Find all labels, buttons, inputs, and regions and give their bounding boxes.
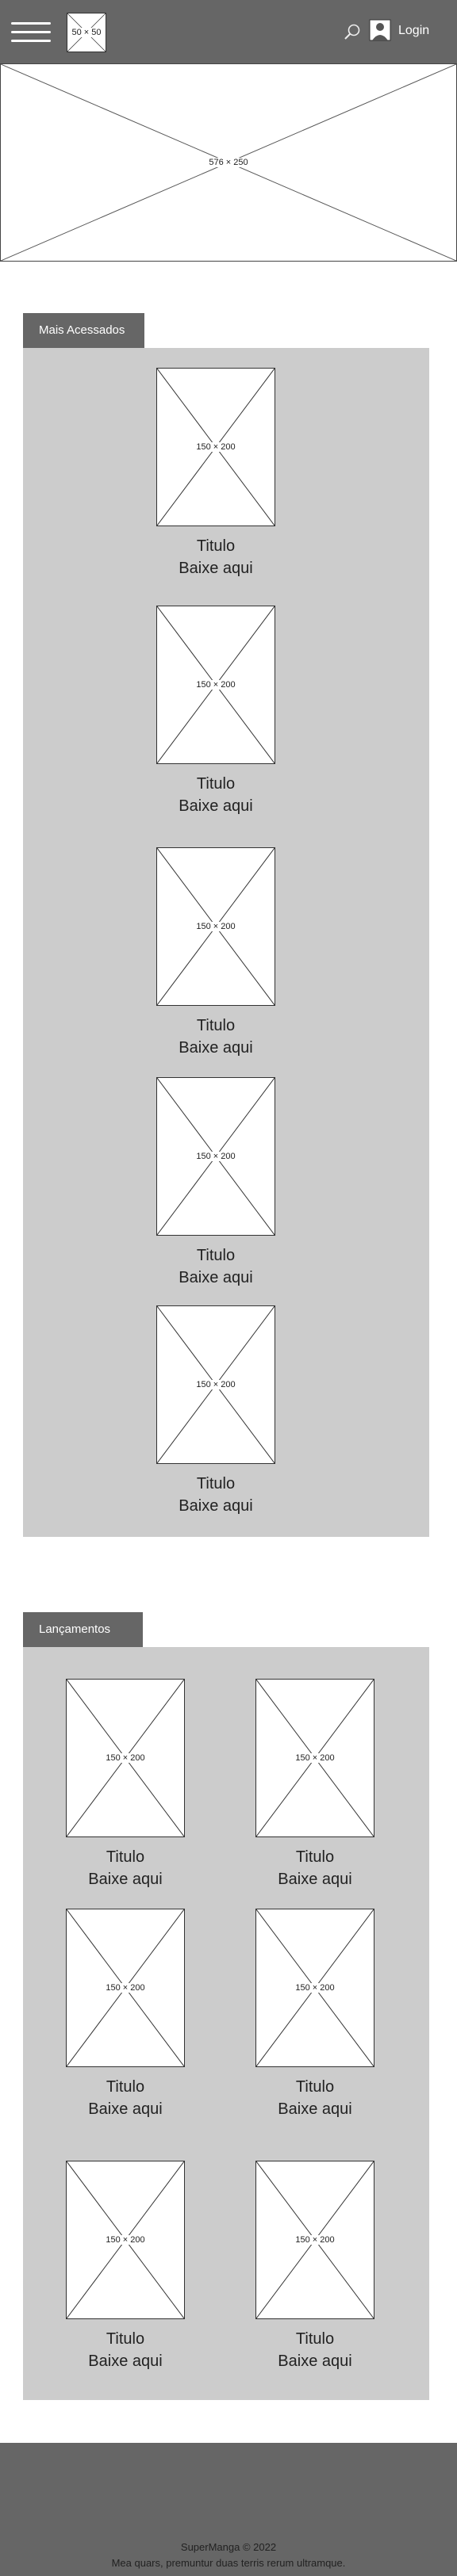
releases-panel: 150 × 200 Titulo Baixe aqui 150 × 200 Ti… — [23, 1647, 429, 2400]
manga-card[interactable]: 150 × 200 Titulo Baixe aqui — [66, 1909, 185, 2121]
card-title: Titulo — [295, 2078, 335, 2096]
hamburger-bar — [11, 22, 51, 25]
download-link[interactable]: Baixe aqui — [179, 1497, 253, 1515]
download-link[interactable]: Baixe aqui — [88, 2352, 163, 2370]
manga-thumbnail[interactable]: 150 × 200 — [156, 847, 275, 1006]
thumbnail-label: 150 × 200 — [294, 1753, 336, 1763]
download-link[interactable]: Baixe aqui — [179, 797, 253, 815]
card-title: Titulo — [196, 1017, 236, 1034]
hamburger-bar — [11, 31, 51, 33]
download-link[interactable]: Baixe aqui — [179, 560, 253, 577]
most-accessed-panel: 150 × 200 Titulo Baixe aqui 150 × 200 Ti… — [23, 348, 429, 1537]
thumbnail-label: 150 × 200 — [194, 680, 237, 690]
thumbnail-label: 150 × 200 — [194, 922, 237, 931]
logo-placeholder-label: 50 × 50 — [70, 28, 103, 37]
download-link[interactable]: Baixe aqui — [278, 2100, 352, 2118]
download-link[interactable]: Baixe aqui — [88, 2100, 163, 2118]
thumbnail-label: 150 × 200 — [194, 1380, 237, 1389]
most-accessed-tab: Mais Acessados — [23, 313, 144, 348]
manga-thumbnail[interactable]: 150 × 200 — [156, 606, 275, 764]
download-link[interactable]: Baixe aqui — [278, 1871, 352, 1888]
manga-card[interactable]: 150 × 200 Titulo Baixe aqui — [156, 1077, 275, 1290]
thumbnail-label: 150 × 200 — [294, 2235, 336, 2245]
manga-card[interactable]: 150 × 200 Titulo Baixe aqui — [66, 1679, 185, 1891]
manga-card[interactable]: 150 × 200 Titulo Baixe aqui — [156, 1305, 275, 1518]
download-link[interactable]: Baixe aqui — [88, 1871, 163, 1888]
manga-thumbnail[interactable]: 150 × 200 — [255, 2161, 374, 2319]
thumbnail-label: 150 × 200 — [194, 1152, 237, 1161]
manga-thumbnail[interactable]: 150 × 200 — [156, 1077, 275, 1236]
download-link[interactable]: Baixe aqui — [179, 1269, 253, 1286]
manga-thumbnail[interactable]: 150 × 200 — [156, 368, 275, 526]
top-header: 50 × 50 Login — [0, 0, 457, 63]
manga-card[interactable]: 150 × 200 Titulo Baixe aqui — [255, 1909, 374, 2121]
thumbnail-label: 150 × 200 — [104, 2235, 147, 2245]
card-title: Titulo — [106, 2330, 145, 2348]
thumbnail-label: 150 × 200 — [104, 1983, 147, 1993]
manga-thumbnail[interactable]: 150 × 200 — [66, 2161, 185, 2319]
manga-card[interactable]: 150 × 200 Titulo Baixe aqui — [156, 368, 275, 580]
card-title: Titulo — [196, 1247, 236, 1264]
manga-card[interactable]: 150 × 200 Titulo Baixe aqui — [156, 847, 275, 1060]
manga-thumbnail[interactable]: 150 × 200 — [66, 1679, 185, 1837]
manga-card[interactable]: 150 × 200 Titulo Baixe aqui — [255, 1679, 374, 1891]
card-title: Titulo — [196, 537, 236, 555]
thumbnail-label: 150 × 200 — [294, 1983, 336, 1993]
download-link[interactable]: Baixe aqui — [278, 2352, 352, 2370]
manga-card[interactable]: 150 × 200 Titulo Baixe aqui — [255, 2161, 374, 2373]
manga-card[interactable]: 150 × 200 Titulo Baixe aqui — [66, 2161, 185, 2373]
manga-thumbnail[interactable]: 150 × 200 — [255, 1909, 374, 2067]
hero-placeholder-label: 576 × 250 — [207, 158, 250, 167]
footer-copyright: SuperManga © 2022 — [180, 2541, 277, 2553]
card-title: Titulo — [106, 1848, 145, 1866]
site-logo[interactable]: 50 × 50 — [67, 13, 106, 52]
manga-thumbnail[interactable]: 150 × 200 — [66, 1909, 185, 2067]
manga-thumbnail[interactable]: 150 × 200 — [255, 1679, 374, 1837]
card-title: Titulo — [295, 1848, 335, 1866]
thumbnail-label: 150 × 200 — [194, 442, 237, 452]
page-footer: SuperManga © 2022 Mea quars, premuntur d… — [0, 2443, 457, 2576]
thumbnail-label: 150 × 200 — [104, 1753, 147, 1763]
user-icon — [369, 19, 391, 41]
manga-card[interactable]: 150 × 200 Titulo Baixe aqui — [156, 606, 275, 818]
hamburger-bar — [11, 40, 51, 42]
card-title: Titulo — [196, 775, 236, 793]
download-link[interactable]: Baixe aqui — [179, 1039, 253, 1057]
login-link[interactable]: Login — [398, 24, 430, 37]
search-icon[interactable] — [343, 22, 362, 41]
footer-tagline: Mea quars, premuntur duas terris rerum u… — [111, 2557, 346, 2569]
card-title: Titulo — [196, 1475, 236, 1492]
card-title: Titulo — [106, 2078, 145, 2096]
hero-banner-placeholder[interactable]: 576 × 250 — [0, 63, 457, 262]
manga-thumbnail[interactable]: 150 × 200 — [156, 1305, 275, 1464]
releases-tab: Lançamentos — [23, 1612, 143, 1647]
hamburger-menu-icon[interactable] — [11, 21, 51, 44]
card-title: Titulo — [295, 2330, 335, 2348]
